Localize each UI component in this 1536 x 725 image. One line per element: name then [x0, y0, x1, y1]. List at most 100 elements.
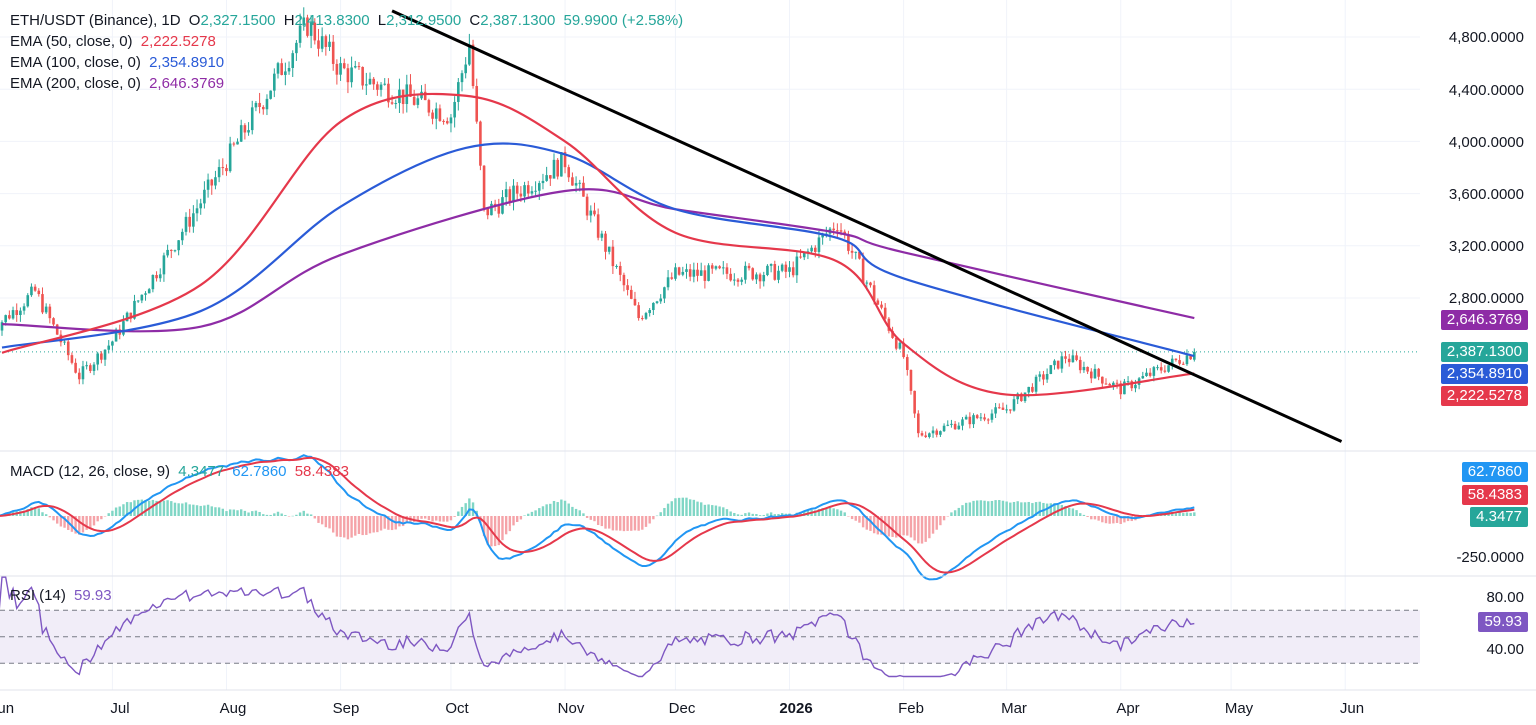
candle-body [8, 315, 11, 319]
rsi-tag: 59.93 [1478, 612, 1528, 632]
macd-legend[interactable]: MACD (12, 26, close, 9) 4.3477 62.7860 5… [10, 461, 353, 482]
candle-body [990, 413, 994, 420]
macd-histogram-bar [497, 516, 500, 546]
macd-histogram-bar [313, 516, 316, 519]
candle-body [210, 179, 214, 186]
macd-histogram-bar [644, 516, 648, 527]
candle-body [261, 107, 265, 110]
macd-histogram-bar [309, 514, 313, 516]
symbol-title[interactable]: ETH/USDT (Binance), 1D [10, 12, 181, 29]
candle-body [1152, 367, 1156, 376]
ema200-value: 2,646.3769 [149, 75, 225, 92]
macd-histogram-bar [1097, 516, 1100, 521]
time-tick: Mar [1001, 700, 1027, 717]
candle-body [214, 177, 217, 186]
candle-body [353, 66, 357, 68]
candle-body [15, 310, 19, 315]
ema100-label: EMA (100, close, 0) [10, 54, 141, 71]
candle-body [545, 175, 548, 181]
macd-histogram-bar [1119, 516, 1122, 524]
candle-body [1049, 365, 1053, 374]
ema50-legend[interactable]: EMA (50, close, 0) 2,222.5278 [10, 31, 220, 52]
macd-histogram-bar [530, 511, 534, 516]
candle-body [512, 185, 515, 203]
macd-histogram-bar [516, 516, 519, 522]
macd-histogram-bar [670, 501, 673, 516]
candle-body [817, 237, 821, 252]
macd-histogram-bar [1123, 516, 1126, 523]
candle-body [688, 269, 692, 277]
macd-tag: 62.7860 [1461, 462, 1528, 482]
macd-histogram-bar [1049, 503, 1052, 516]
ema50-value: 2,222.5278 [140, 33, 216, 50]
macd-histogram-bar [957, 507, 960, 516]
candle-body [810, 247, 813, 252]
candle-body [236, 141, 239, 145]
candle-body [541, 180, 545, 184]
macd-histogram-bar [22, 510, 26, 516]
macd-histogram-bar [280, 513, 283, 516]
candle-body [1016, 393, 1019, 400]
candle-body [850, 250, 854, 253]
candle-body [589, 210, 593, 216]
macd-hist-value: 4.3477 [178, 463, 225, 480]
time-tick: Jun [1339, 700, 1365, 717]
candle-body [22, 306, 26, 311]
candle-body [861, 258, 865, 284]
candle-body [26, 295, 30, 307]
candle-body [1156, 367, 1159, 369]
time-tick: Jun [0, 700, 15, 717]
time-tick: Aug [219, 700, 247, 717]
macd-histogram-bar [1027, 501, 1030, 516]
macd-histogram-bar [1178, 512, 1181, 516]
candle-body [692, 269, 696, 277]
candle-body [479, 121, 482, 166]
macd-histogram-bar [276, 511, 280, 516]
candle-body [909, 369, 913, 391]
candle-body [77, 372, 81, 380]
macd-histogram-bar [501, 516, 504, 541]
macd-histogram-bar [107, 513, 110, 516]
candle-body [1020, 393, 1023, 402]
candle-body [1148, 372, 1152, 376]
macd-histogram-bar [777, 514, 780, 516]
close-label: C [469, 12, 481, 29]
macd-histogram-bar [181, 503, 184, 516]
macd-histogram-bar [170, 501, 173, 516]
macd-histogram-bar [96, 516, 99, 522]
macd-histogram-bar [663, 507, 666, 516]
macd-histogram-bar [332, 516, 335, 533]
candle-body [560, 152, 563, 177]
candle-body [1038, 374, 1042, 377]
macd-histogram-bar [880, 516, 883, 535]
ema200-legend[interactable]: EMA (200, close, 0) 2,646.3769 [10, 73, 228, 94]
macd-histogram-bar [939, 516, 942, 526]
macd-histogram-bar [343, 516, 346, 538]
candle-body [365, 84, 368, 86]
macd-value: 62.7860 [232, 463, 287, 480]
candle-body [549, 175, 552, 179]
candle-body [552, 159, 556, 179]
grid-lines [0, 0, 1420, 690]
candle-body [449, 117, 453, 124]
candle-body [714, 266, 718, 269]
macd-histogram-bar [1020, 502, 1023, 516]
candle-body [85, 365, 88, 367]
macd-histogram-bar [1001, 500, 1005, 516]
candle-body [894, 337, 898, 349]
ema-lines [1, 92, 1195, 397]
candle-body [309, 22, 313, 36]
candle-body [328, 41, 331, 47]
macd-histogram-bar [641, 516, 644, 530]
macd-histogram-bar [633, 516, 637, 531]
macd-histogram-bar [504, 516, 508, 535]
candle-body [140, 294, 144, 301]
candle-body [633, 298, 637, 306]
candle-body [707, 265, 710, 281]
macd-histogram-bar [1079, 513, 1082, 516]
candle-body [920, 433, 924, 436]
trendline[interactable] [391, 9, 1343, 443]
rsi-legend[interactable]: RSI (14) 59.93 [10, 585, 116, 606]
ema100-legend[interactable]: EMA (100, close, 0) 2,354.8910 [10, 52, 228, 73]
